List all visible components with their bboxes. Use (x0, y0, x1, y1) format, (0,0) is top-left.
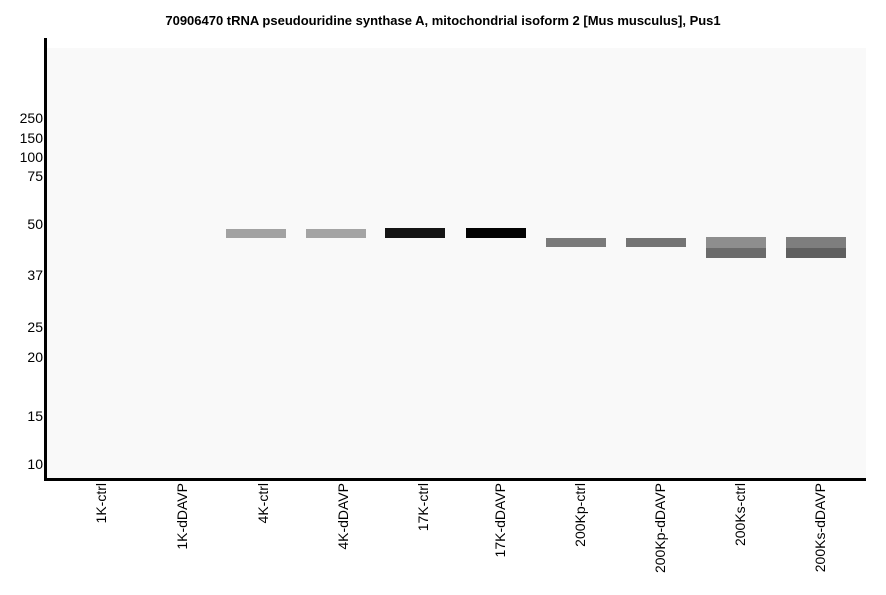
x-lane-label: 200Ks-dDAVP (812, 483, 828, 573)
y-tick-label: 250 (19, 110, 43, 126)
gel-band (385, 228, 445, 238)
y-tick-label: 75 (27, 168, 43, 184)
x-lane-label: 4K-dDAVP (335, 483, 351, 550)
gel-band (706, 237, 766, 248)
x-lane-label: 200Kp-dDAVP (652, 483, 668, 574)
x-lane-label: 17K-dDAVP (492, 483, 508, 558)
x-lane-label: 200Ks-ctrl (732, 483, 748, 547)
gel-band (626, 238, 686, 247)
y-tick-label: 10 (27, 456, 43, 472)
y-tick-label: 20 (27, 349, 43, 365)
y-tick-label: 37 (27, 267, 43, 283)
y-tick-label: 150 (19, 130, 43, 146)
y-tick-label: 100 (19, 149, 43, 165)
gel-band (786, 237, 846, 248)
gel-plot-area (47, 48, 866, 478)
y-tick-label: 15 (27, 408, 43, 424)
y-tick-label: 25 (27, 319, 43, 335)
gel-band (466, 228, 526, 238)
y-axis-line (44, 38, 47, 481)
x-lane-label: 17K-ctrl (415, 483, 431, 532)
gel-band (306, 229, 366, 238)
x-axis-line (44, 478, 866, 481)
x-lane-label: 4K-ctrl (255, 483, 271, 524)
gel-band (706, 248, 766, 258)
x-lane-label: 1K-ctrl (93, 483, 109, 524)
y-tick-label: 50 (27, 216, 43, 232)
gel-band (546, 238, 606, 247)
x-lane-label: 200Kp-ctrl (572, 483, 588, 547)
chart-title: 70906470 tRNA pseudouridine synthase A, … (165, 13, 721, 28)
gel-band (226, 229, 286, 238)
gel-band (786, 248, 846, 258)
x-lane-label: 1K-dDAVP (174, 483, 190, 550)
